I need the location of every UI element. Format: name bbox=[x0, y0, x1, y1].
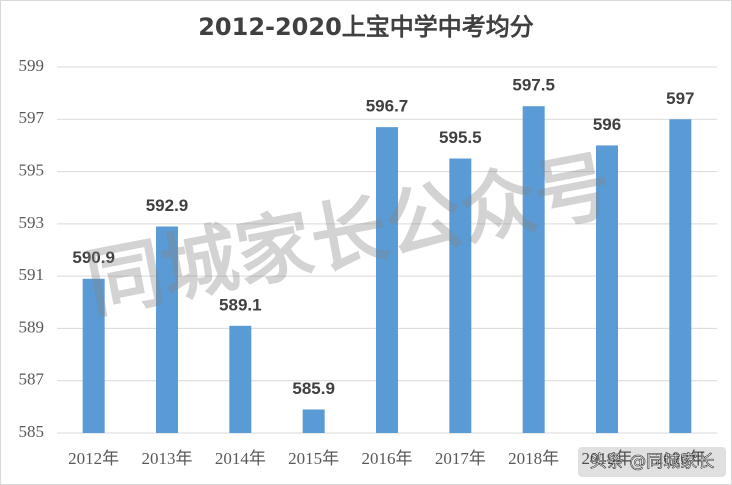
bar bbox=[229, 325, 252, 433]
x-tick-label: 2013年 bbox=[142, 449, 193, 468]
y-tick-label: 591 bbox=[19, 265, 45, 284]
value-label: 585.9 bbox=[292, 379, 335, 398]
y-tick-label: 595 bbox=[19, 160, 45, 179]
x-tick-label: 2012年 bbox=[68, 449, 119, 468]
value-label: 597.5 bbox=[512, 76, 555, 95]
value-label: 596.7 bbox=[366, 97, 409, 116]
x-tick-label: 2020年 bbox=[655, 449, 706, 468]
y-tick-label: 587 bbox=[19, 370, 45, 389]
bar bbox=[82, 278, 105, 433]
bar bbox=[449, 158, 472, 433]
badge-bg bbox=[578, 447, 726, 477]
y-tick-label: 599 bbox=[19, 56, 45, 75]
y-tick-label: 597 bbox=[19, 108, 45, 127]
x-tick-label: 2016年 bbox=[362, 449, 413, 468]
value-label: 595.5 bbox=[439, 128, 482, 147]
y-tick-label: 589 bbox=[19, 317, 45, 336]
value-label: 597 bbox=[666, 89, 694, 108]
bar bbox=[669, 119, 692, 434]
x-tick-label: 2015年 bbox=[288, 449, 339, 468]
chart-title: 2012-2020上宝中学中考均分 bbox=[198, 13, 534, 41]
x-tick-label: 2017年 bbox=[435, 449, 486, 468]
x-tick-label: 2019年 bbox=[582, 449, 633, 468]
bar bbox=[156, 226, 178, 433]
bar bbox=[522, 106, 545, 433]
source-badge: 头条 @同城家长 bbox=[590, 452, 714, 472]
bar bbox=[302, 409, 325, 433]
x-tick-label: 2018年 bbox=[508, 449, 559, 468]
x-tick-label: 2014年 bbox=[215, 449, 266, 468]
y-tick-label: 593 bbox=[19, 213, 45, 232]
value-label: 592.9 bbox=[146, 196, 189, 215]
bar bbox=[376, 127, 398, 433]
bar bbox=[596, 145, 618, 433]
value-label: 589.1 bbox=[219, 295, 262, 314]
y-tick-label: 585 bbox=[19, 422, 45, 441]
value-label: 590.9 bbox=[72, 248, 115, 267]
value-label: 596 bbox=[593, 115, 621, 134]
